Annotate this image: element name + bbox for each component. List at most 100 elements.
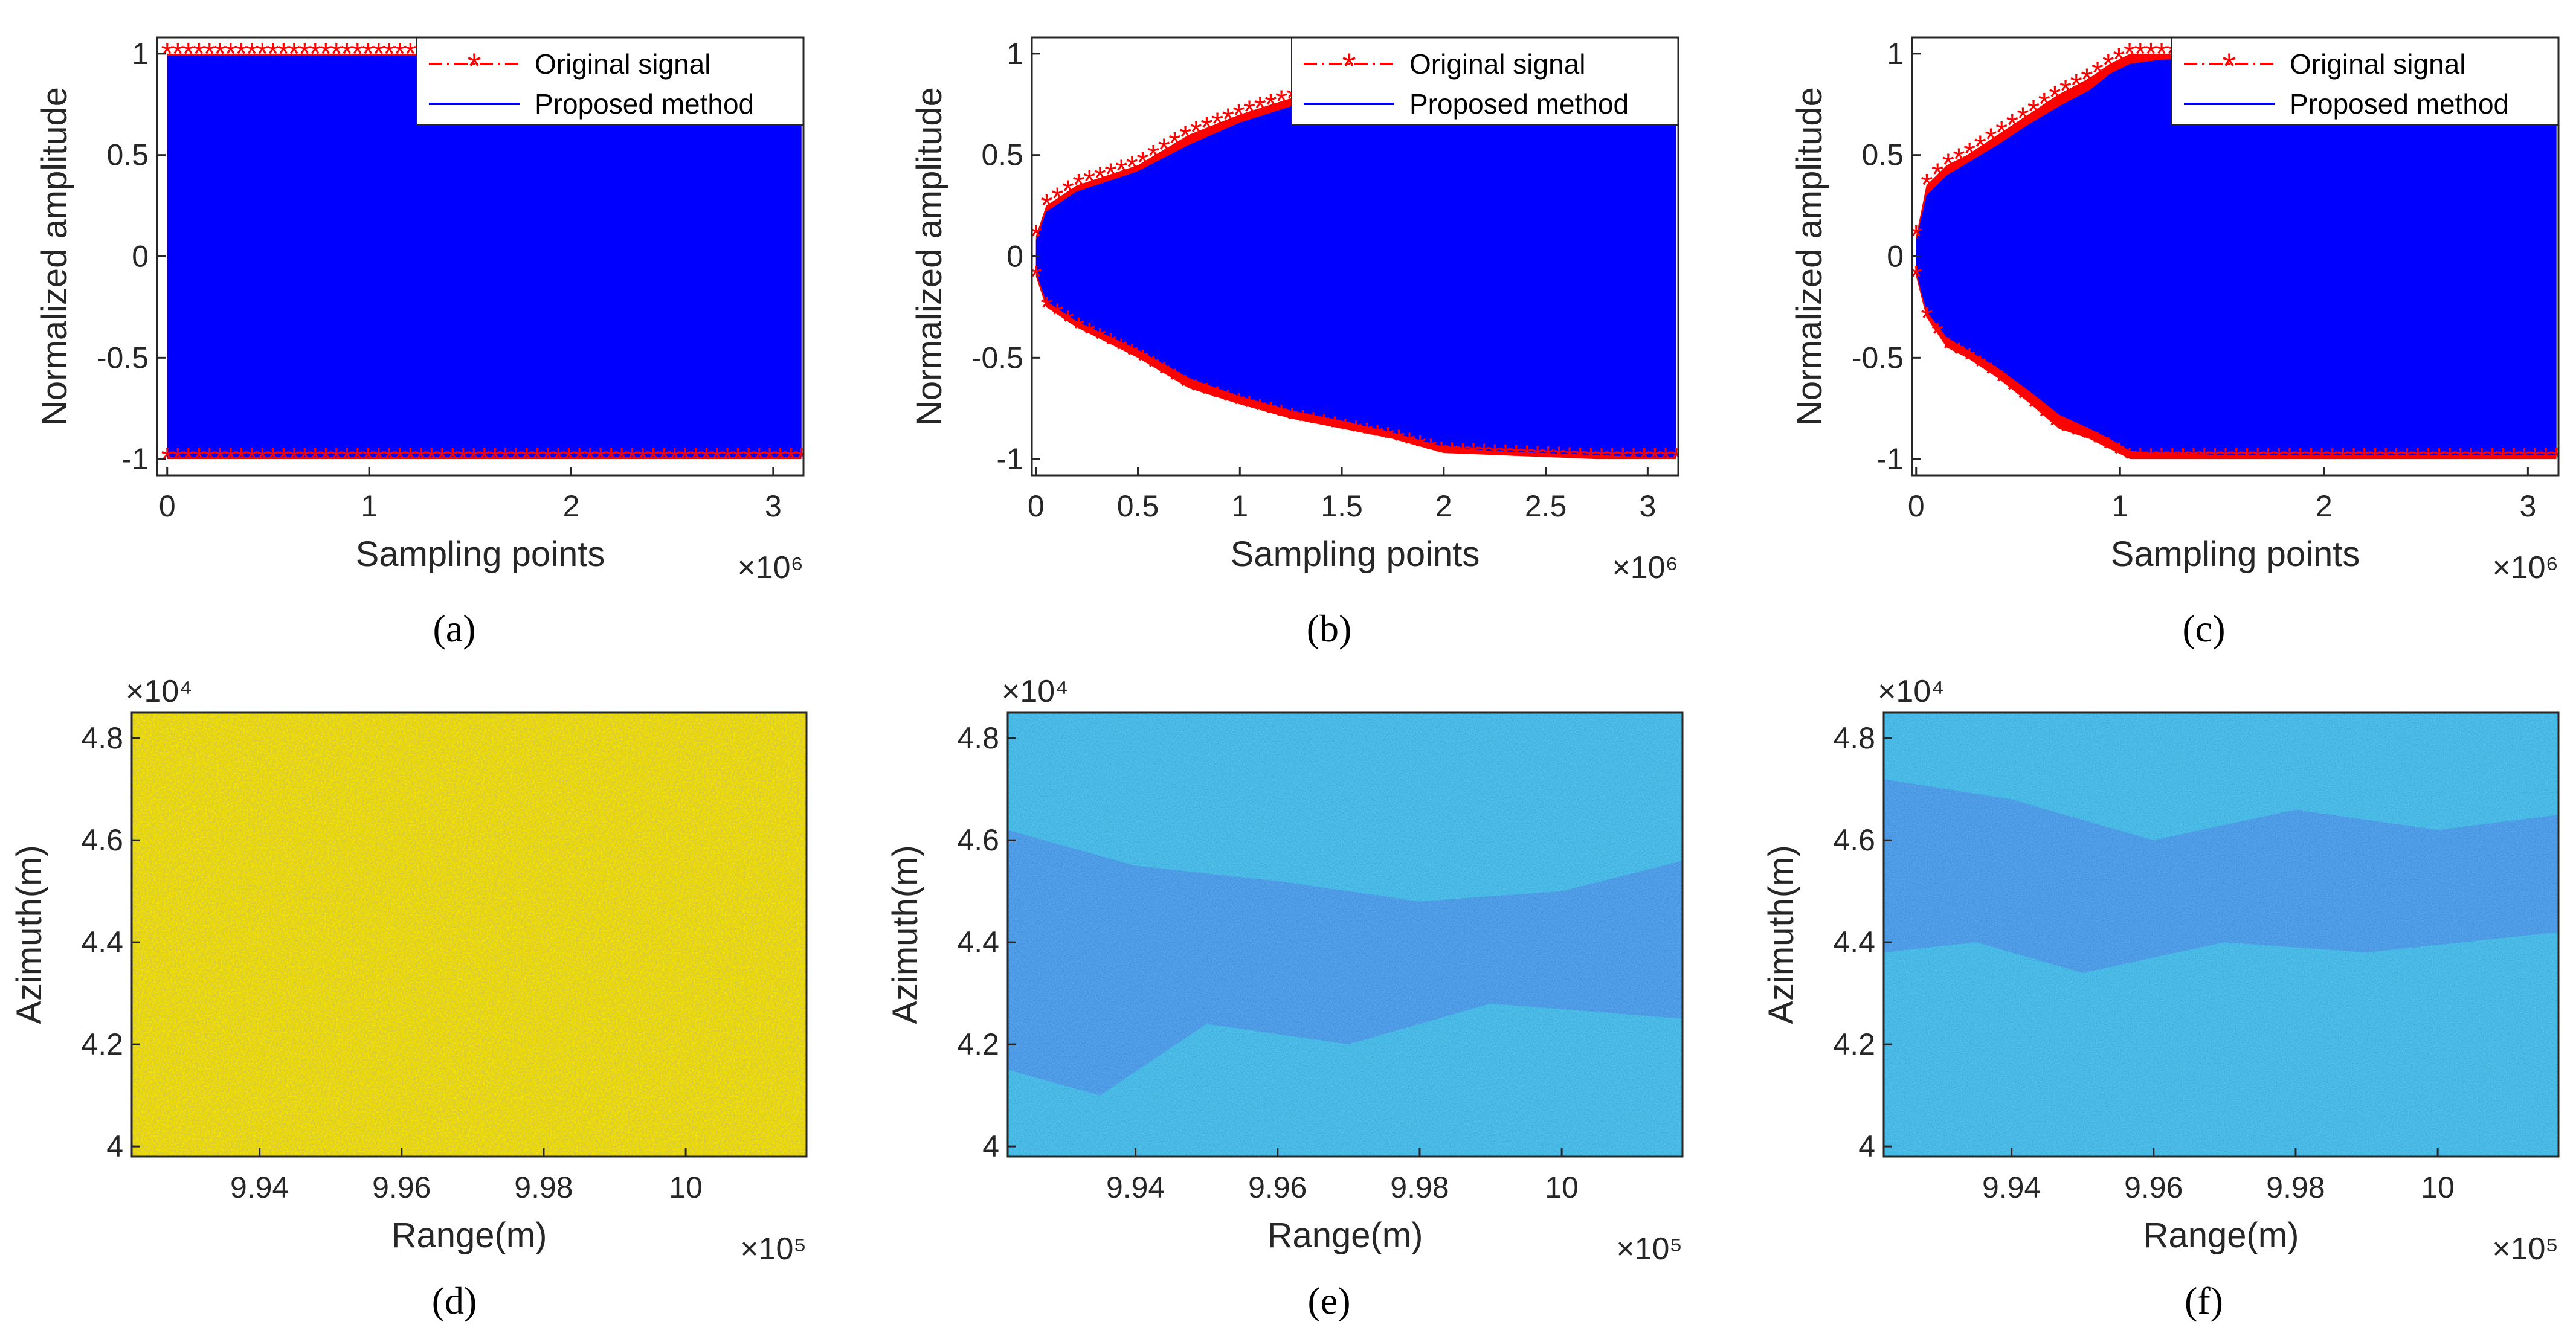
svg-text:*: *	[383, 37, 395, 72]
svg-text:*: *	[1499, 438, 1512, 474]
xtick-label: 0	[1908, 489, 1925, 523]
caption-f: (f)	[2185, 1279, 2223, 1322]
x-multiplier-c: ×10⁶	[2492, 550, 2558, 585]
x-axis-label-b: Sampling points	[1231, 535, 1480, 574]
svg-text:*: *	[1062, 304, 1074, 339]
svg-text:*: *	[1040, 188, 1052, 223]
y-axis-label-c: Normalized amplitude	[1790, 87, 1829, 426]
svg-text:*: *	[2134, 442, 2146, 477]
svg-text:*: *	[320, 37, 332, 72]
svg-text:*: *	[2348, 442, 2360, 477]
svg-text:*: *	[2220, 442, 2232, 477]
ytick-label: 4	[982, 1129, 999, 1163]
svg-text:*: *	[1521, 440, 1533, 475]
svg-text:*: *	[2006, 373, 2018, 408]
svg-text:*: *	[1467, 437, 1480, 472]
ytick-label: 4	[106, 1129, 123, 1163]
svg-text:*: *	[1307, 406, 1319, 441]
svg-text:*: *	[1339, 413, 1351, 448]
svg-text:*: *	[2305, 442, 2317, 477]
svg-text:*: *	[1382, 421, 1394, 456]
svg-text:*: *	[1360, 417, 1373, 452]
svg-text:*: *	[1200, 111, 1212, 146]
series-proposed-method-c	[1916, 57, 2557, 455]
svg-text:*: *	[2027, 94, 2040, 129]
series-proposed-method-a	[167, 56, 802, 457]
svg-text:*: *	[1115, 333, 1127, 368]
caption-c: (c)	[2182, 607, 2225, 650]
svg-text:*: *	[1489, 438, 1501, 473]
svg-text:*: *	[1243, 390, 1255, 425]
svg-text:*: *	[1931, 317, 1943, 352]
svg-text:*: *	[1542, 440, 1554, 475]
xtick-label: 2	[1435, 489, 1452, 523]
svg-text:*: *	[2017, 381, 2029, 416]
svg-text:*: *	[373, 442, 385, 477]
svg-text:*: *	[616, 442, 628, 477]
svg-text:*: *	[2529, 442, 2541, 477]
svg-text:*: *	[753, 442, 765, 477]
svg-text:*: *	[1953, 143, 1965, 178]
axes-frame-d	[130, 711, 808, 1158]
svg-text:*: *	[288, 442, 300, 477]
svg-text:*: *	[1179, 369, 1191, 404]
svg-text:*: *	[214, 37, 226, 72]
svg-text:*: *	[288, 37, 300, 72]
svg-text:*: *	[478, 442, 491, 477]
svg-text:*: *	[1974, 129, 1986, 164]
x-axis-label-e: Range(m)	[1267, 1216, 1423, 1255]
svg-text:*: *	[2156, 37, 2168, 72]
svg-text:*: *	[161, 442, 173, 477]
xtick-label: 0	[159, 489, 176, 523]
svg-text:*: *	[1585, 442, 1597, 477]
svg-text:*: *	[2027, 390, 2040, 425]
y-axis-label-f: Azimuth(m)	[1762, 845, 1801, 1024]
svg-text:*: *	[1147, 139, 1159, 174]
svg-text:*: *	[1942, 332, 1954, 367]
svg-text:*: *	[1275, 399, 1287, 434]
svg-text:*: *	[742, 442, 755, 477]
svg-text:*: *	[1136, 344, 1148, 379]
ytick-label: -1	[122, 442, 149, 476]
svg-text:*: *	[1126, 150, 1138, 185]
svg-text:*: *	[2102, 48, 2114, 83]
svg-text:*: *	[394, 37, 406, 72]
xtick-label: 9.98	[1390, 1170, 1449, 1204]
legend-label-proposed: Proposed method	[1409, 88, 1629, 120]
xtick-label: 3	[765, 489, 782, 523]
svg-text:*: *	[341, 37, 353, 72]
xtick-label: 9.96	[372, 1170, 431, 1204]
ytick-label: 4.4	[1833, 925, 1875, 959]
svg-text:*: *	[2049, 80, 2061, 115]
svg-text:*: *	[1051, 181, 1063, 216]
svg-text:*: *	[1953, 336, 1965, 371]
svg-text:*: *	[330, 442, 343, 477]
svg-text:*: *	[1563, 441, 1576, 476]
svg-text:*: *	[1457, 437, 1469, 472]
svg-text:*: *	[2124, 37, 2136, 72]
heatmap-texture-f	[1884, 713, 2558, 1157]
svg-text:*: *	[1425, 432, 1437, 467]
svg-text:*: *	[1553, 441, 1565, 476]
svg-text:*: *	[2188, 442, 2200, 477]
xtick-label: 9.94	[1982, 1170, 2041, 1204]
svg-text:*: *	[161, 37, 173, 72]
svg-text:*: *	[1211, 381, 1223, 416]
x-multiplier-e: ×10⁵	[1616, 1231, 1682, 1267]
xtick-label: 9.96	[1248, 1170, 1307, 1204]
svg-text:*: *	[1435, 435, 1447, 470]
svg-text:*: *	[1094, 322, 1106, 357]
ytick-label: 0.5	[106, 138, 149, 172]
svg-text:*: *	[2455, 442, 2467, 477]
svg-text:*: *	[2391, 442, 2403, 477]
svg-text:*: *	[2369, 442, 2381, 477]
svg-text:*: *	[246, 37, 258, 72]
svg-text:*: *	[489, 442, 501, 477]
svg-text:*: *	[2550, 442, 2562, 477]
svg-text:*: *	[658, 442, 670, 477]
svg-text:*: *	[2091, 56, 2104, 91]
svg-text:*: *	[1995, 364, 2008, 399]
svg-text:*: *	[2487, 442, 2499, 477]
svg-text:*: *	[2070, 417, 2082, 452]
svg-text:*: *	[204, 442, 216, 477]
